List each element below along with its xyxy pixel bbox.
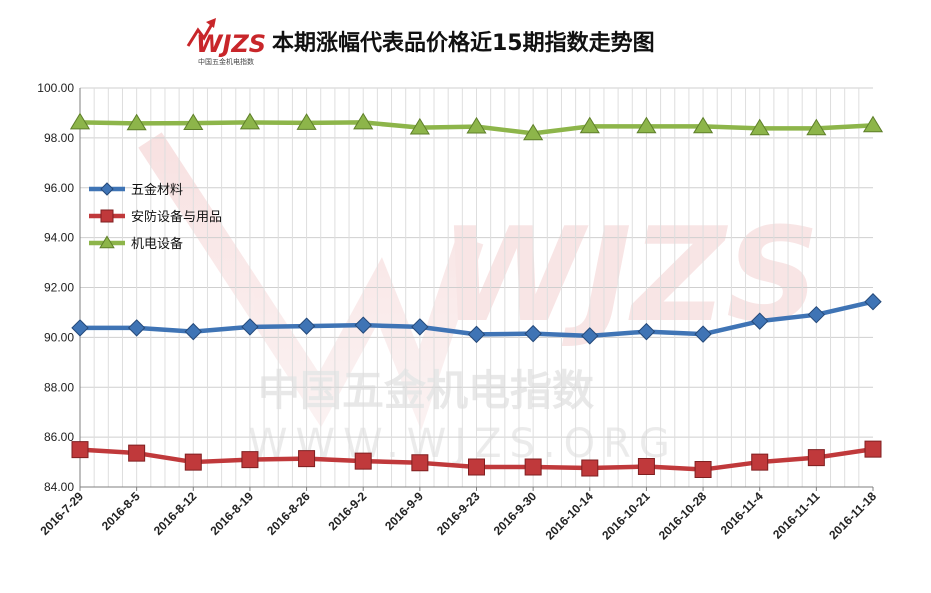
- data-point-diamond: [71, 319, 89, 337]
- x-tick-label: 2016-10-21: [599, 489, 653, 543]
- x-tick-label: 2016-9-30: [491, 489, 540, 538]
- x-tick-label: 2016-11-4: [718, 489, 766, 537]
- x-tick-label: 2016-8-5: [99, 489, 143, 533]
- data-point-diamond: [184, 322, 202, 341]
- y-tick-label: 84.00: [44, 480, 74, 494]
- data-point-triangle: [183, 113, 204, 131]
- watermark-cn-text: 中国五金机电指数: [258, 366, 594, 415]
- data-point-triangle: [296, 113, 317, 130]
- data-point-diamond: [864, 293, 882, 311]
- data-point-diamond: [524, 324, 542, 343]
- data-point-triangle: [692, 116, 714, 134]
- data-point-triangle: [69, 112, 91, 130]
- data-point-square: [524, 458, 542, 476]
- data-point-diamond: [807, 305, 826, 324]
- x-tick-label: 2016-8-19: [207, 489, 256, 538]
- data-point-square: [694, 461, 712, 479]
- logo: WJZS 中国五金机电指数: [186, 18, 266, 66]
- x-tick-label: 2016-8-12: [151, 489, 200, 538]
- data-point-diamond: [751, 312, 769, 330]
- data-point-triangle: [353, 112, 374, 130]
- chart-title: 本期涨幅代表品价格近15期指数走势图: [272, 30, 655, 56]
- data-point-triangle: [862, 115, 884, 133]
- data-point-square: [581, 459, 599, 477]
- legend-label: 机电设备: [131, 236, 183, 252]
- data-point-diamond: [637, 322, 656, 341]
- series-markers: [69, 112, 884, 479]
- x-tick-label: 2016-7-29: [38, 489, 87, 538]
- logo-text: WJZS: [196, 30, 266, 58]
- data-point-square: [411, 454, 429, 472]
- data-point-square: [241, 451, 259, 469]
- data-point-triangle: [466, 116, 487, 134]
- legend-label: 安防设备与用品: [131, 209, 222, 225]
- y-axis-ticks: 84.00 86.00 88.00 90.00 92.00 94.00 96.00 98.00…: [37, 81, 74, 494]
- data-point-diamond: [467, 325, 486, 344]
- x-tick-label: 2016-9-23: [434, 489, 483, 538]
- data-point-triangle: [126, 113, 147, 131]
- data-point-triangle: [806, 118, 827, 136]
- y-tick-label: 92.00: [44, 281, 74, 295]
- legend-square-icon: [100, 209, 114, 223]
- x-tick-label: 2016-9-9: [382, 489, 426, 533]
- data-point-square: [637, 458, 655, 476]
- watermark-text: WJZS: [440, 199, 820, 351]
- legend-triangle-icon: [99, 235, 115, 249]
- data-point-square: [354, 452, 372, 470]
- legend-label: 五金材料: [131, 182, 183, 198]
- y-tick-label: 100.00: [37, 81, 74, 95]
- logo-arrow-icon: [186, 23, 214, 47]
- legend-diamond-icon: [100, 182, 114, 196]
- data-point-square: [864, 440, 882, 458]
- data-point-diamond: [241, 318, 259, 336]
- data-point-diamond: [581, 327, 599, 345]
- data-point-square: [184, 453, 202, 471]
- data-point-square: [298, 450, 316, 468]
- y-tick-label: 94.00: [44, 231, 74, 245]
- data-point-triangle: [523, 123, 544, 141]
- data-point-triangle: [409, 117, 430, 135]
- data-point-square: [71, 441, 89, 459]
- data-point-diamond: [127, 319, 146, 337]
- data-point-diamond: [694, 325, 712, 343]
- x-tick-label: 2016-10-14: [543, 489, 597, 543]
- data-point-triangle: [749, 118, 770, 136]
- data-point-diamond: [297, 317, 316, 335]
- y-tick-label: 86.00: [44, 430, 74, 444]
- watermark: WJZS 中国五金机电指数 WWW.WJZS.ORG: [138, 132, 820, 467]
- x-axis-ticks: 2016-7-29 2016-8-5 2016-8-12 2016-8-19 2016-…: [38, 489, 880, 543]
- data-point-triangle: [636, 116, 657, 134]
- data-point-diamond: [354, 316, 372, 334]
- chart-axes: [79, 88, 874, 491]
- y-tick-label: 98.00: [44, 131, 74, 145]
- x-tick-label: 2016-11-18: [826, 489, 879, 542]
- y-tick-label: 88.00: [44, 380, 74, 394]
- logo-subtext: 中国五金机电指数: [198, 57, 254, 66]
- data-point-diamond: [411, 318, 429, 336]
- chart-grid: [80, 87, 873, 488]
- data-point-square: [751, 453, 769, 471]
- data-point-triangle: [239, 112, 261, 130]
- x-tick-label: 2016-10-28: [656, 489, 710, 543]
- data-point-square: [128, 444, 146, 462]
- y-tick-label: 96.00: [44, 181, 74, 195]
- x-tick-label: 2016-9-2: [325, 489, 369, 533]
- data-point-square: [807, 449, 825, 467]
- y-tick-label: 90.00: [44, 330, 74, 344]
- x-tick-label: 2016-8-26: [264, 489, 313, 538]
- data-point-triangle: [579, 116, 600, 134]
- data-point-square: [468, 458, 485, 476]
- x-tick-label: 2016-11-11: [770, 489, 823, 542]
